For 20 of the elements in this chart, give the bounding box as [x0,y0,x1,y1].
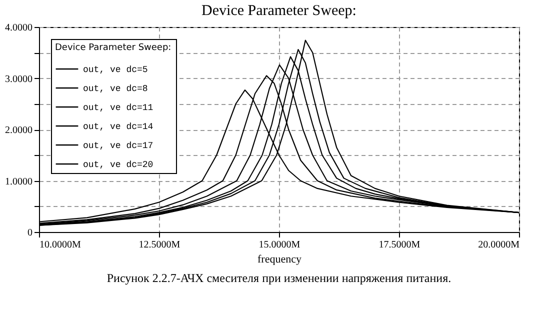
y-tick-label: 3.0000 [5,74,32,85]
legend-label: out, ve dc=20 [83,160,154,170]
y-tick-label: 0 [28,228,32,238]
text: Рисунок 2.2.7-АЧХ смесителя при изменении напряжения питания. [106,271,452,285]
x-tick-label: 17.5000M [378,240,420,250]
x-tick-label: 15.0000M [258,240,300,250]
chart-title: Device Parameter Sweep: [202,3,356,19]
x-axis-title: frequency [258,254,302,266]
legend-label: out, ve dc=11 [83,103,154,113]
y-tick-label: 2.0000 [5,125,32,136]
legend-label: out, ve dc=8 [83,84,148,94]
x-tick-label: 20.0000M [478,240,520,250]
y-tick-label: 4.0000 [5,22,32,34]
legend-title: Device Parameter Sweep: [55,43,172,53]
legend-label: out, ve dc=14 [83,122,154,132]
x-tick-label: 10.0000M [40,240,81,250]
x-tick-label: 12.5000M [138,240,180,250]
legend-label: out, ve dc=17 [83,141,154,151]
legend-label: out, ve dc=5 [83,65,148,75]
y-tick-label: 1.0000 [5,176,32,188]
